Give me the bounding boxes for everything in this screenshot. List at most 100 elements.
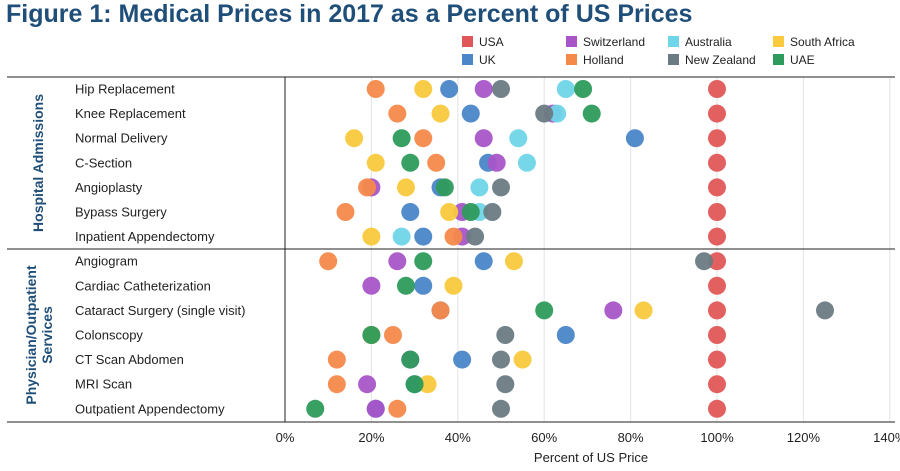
point-australia-c-section [517,153,536,172]
point-usa-outpatient-appendectomy [708,399,726,418]
legend-swatch-switzerland [566,36,577,47]
x-tick-label-100: 100% [700,430,734,445]
legend-label-south-africa: South Africa [790,35,855,49]
point-australia-hip-replacement [556,80,575,98]
legend-label-switzerland: Switzerland [583,35,645,49]
category-label-bypass-surgery: Bypass Surgery [75,205,167,220]
category-label-angioplasty: Angioplasty [75,180,143,195]
point-south-africa-hip-replacement [414,80,433,98]
x-tick-label-20: 20% [358,430,384,445]
legend-label-holland: Holland [583,53,624,67]
point-south-africa-cardiac-catheterization [444,276,463,295]
point-uae-normal-delivery [392,129,411,148]
point-usa-mri-scan [708,375,726,394]
point-usa-hip-replacement [708,80,726,98]
point-uae-knee-replacement [582,104,601,123]
point-australia-inpatient-appendectomy [392,227,411,246]
category-label-c-section: C-Section [75,155,132,170]
point-uae-cardiac-catheterization [396,276,415,295]
point-south-africa-bypass-surgery [440,203,459,221]
group-label-physician-outpatient-services: Physician/OutpatientServices [23,265,55,405]
point-holland-inpatient-appendectomy [444,227,463,246]
legend-swatch-uae [773,54,784,65]
point-new-zealand-inpatient-appendectomy [466,227,485,246]
point-uk-hip-replacement [440,80,459,98]
point-uae-angiogram [414,252,433,271]
category-label-outpatient-appendectomy: Outpatient Appendectomy [75,401,225,416]
legend-swatch-usa [462,36,473,47]
point-new-zealand-angiogram [695,252,714,271]
point-switzerland-mri-scan [358,375,377,394]
legend-swatch-south-africa [773,36,784,47]
point-usa-knee-replacement [708,104,726,123]
legend-swatch-australia [668,36,679,47]
point-uae-angioplasty [435,178,454,197]
point-new-zealand-ct-scan-abdomen [492,350,510,369]
point-uk-angiogram [474,252,493,271]
point-uae-mri-scan [405,375,424,394]
point-holland-knee-replacement [388,104,407,123]
point-holland-angiogram [319,252,338,271]
x-tick-label-40: 40% [445,430,471,445]
point-south-africa-cataract-surgery-single-visit [634,301,653,320]
legend-swatch-new-zealand [668,54,679,65]
point-holland-c-section [427,153,446,172]
point-usa-inpatient-appendectomy [708,227,726,246]
point-switzerland-outpatient-appendectomy [366,399,385,418]
category-label-colonscopy: Colonscopy [75,328,143,343]
point-holland-cataract-surgery-single-visit [431,301,450,320]
point-switzerland-c-section [487,153,506,172]
point-switzerland-angiogram [388,252,407,271]
point-usa-bypass-surgery [708,203,726,221]
point-south-africa-angiogram [504,252,523,271]
point-south-africa-ct-scan-abdomen [513,350,532,369]
legend-label-australia: Australia [685,35,732,49]
point-holland-ct-scan-abdomen [327,350,346,369]
x-tick-label-80: 80% [618,430,644,445]
category-label-cardiac-catheterization: Cardiac Catheterization [75,278,211,293]
point-new-zealand-outpatient-appendectomy [492,399,510,418]
point-south-africa-normal-delivery [345,129,364,148]
category-label-angiogram: Angiogram [75,254,138,269]
point-uk-colonscopy [556,326,575,344]
point-uae-outpatient-appendectomy [306,399,325,418]
point-new-zealand-colonscopy [496,326,515,344]
legend-swatch-uk [462,54,473,65]
point-uk-cardiac-catheterization [414,276,433,295]
category-label-ct-scan-abdomen: CT Scan Abdomen [75,352,184,367]
point-south-africa-mri-scan [418,375,437,394]
point-uae-cataract-surgery-single-visit [535,301,554,320]
point-new-zealand-mri-scan [496,375,515,394]
point-usa-c-section [708,153,726,172]
point-holland-hip-replacement [366,80,385,98]
point-new-zealand-knee-replacement [535,104,554,123]
point-uk-inpatient-appendectomy [414,227,433,246]
x-axis-label: Percent of US Price [534,450,648,465]
point-uk-knee-replacement [461,104,480,123]
point-switzerland-normal-delivery [474,129,493,148]
point-south-africa-angioplasty [396,178,415,197]
point-new-zealand-angioplasty [492,178,510,197]
point-switzerland-hip-replacement [474,80,493,98]
category-label-cataract-surgery-single-visit: Cataract Surgery (single visit) [75,303,246,318]
point-holland-mri-scan [327,375,346,394]
point-uk-ct-scan-abdomen [453,350,472,369]
point-australia-knee-replacement [548,104,567,123]
point-holland-outpatient-appendectomy [388,399,407,418]
category-label-inpatient-appendectomy: Inpatient Appendectomy [75,229,215,244]
point-holland-angioplasty [358,178,377,197]
category-label-normal-delivery: Normal Delivery [75,131,168,146]
group-labels: Hospital Admissions Physician/OutpatientS… [23,94,55,405]
point-switzerland-cataract-surgery-single-visit [604,301,623,320]
point-uae-colonscopy [362,326,381,344]
point-new-zealand-bypass-surgery [483,203,502,221]
category-label-hip-replacement: Hip Replacement [75,82,175,97]
point-australia-angioplasty [470,178,489,197]
chart-title: Figure 1: Medical Prices in 2017 as a Pe… [6,0,693,28]
point-usa-colonscopy [708,326,726,344]
point-south-africa-inpatient-appendectomy [362,227,381,246]
legend-label-usa: USA [479,35,504,49]
point-uae-hip-replacement [574,80,593,98]
point-uk-bypass-surgery [401,203,420,221]
point-holland-bypass-surgery [336,203,355,221]
